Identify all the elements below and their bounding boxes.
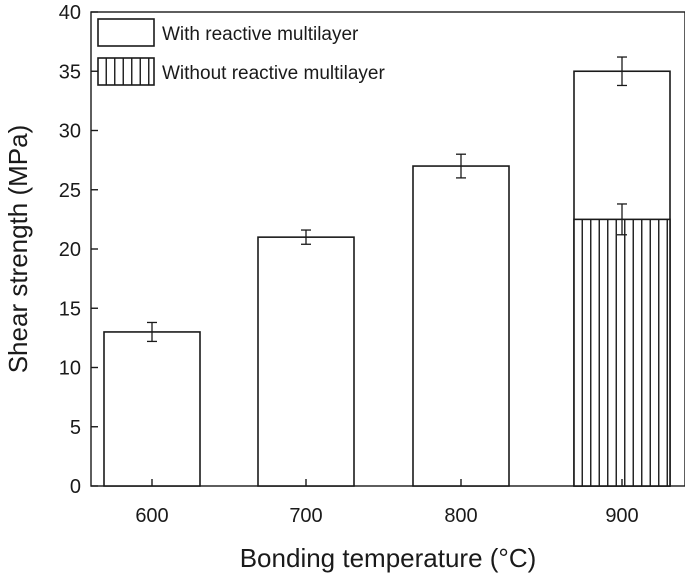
chart-marks <box>103 56 671 487</box>
bar-with-multilayer <box>412 165 510 487</box>
y-tick-label: 20 <box>59 239 81 261</box>
y-tick-label: 30 <box>59 121 81 143</box>
x-tick-label: 600 <box>135 505 168 527</box>
x-tick-label: 700 <box>289 505 322 527</box>
legend-swatch <box>97 57 155 86</box>
y-tick-label: 40 <box>59 2 81 24</box>
x-tick-label: 800 <box>444 505 477 527</box>
x-tick-label: 900 <box>605 505 638 527</box>
y-tick-label: 35 <box>59 61 81 83</box>
legend-swatch <box>97 18 155 47</box>
x-axis-title: Bonding temperature (°C) <box>240 543 537 573</box>
legend-label: Without reactive multilayer <box>162 63 385 84</box>
bar-without-multilayer <box>573 218 671 487</box>
y-tick-label: 10 <box>59 358 81 380</box>
legend: With reactive multilayer Without reactive… <box>97 18 385 86</box>
y-tick-label: 0 <box>70 476 81 498</box>
y-axis-title: Shear strength (MPa) <box>3 125 33 374</box>
y-tick-label: 25 <box>59 180 81 202</box>
bar-with-multilayer <box>103 331 201 487</box>
y-tick-label: 15 <box>59 298 81 320</box>
y-tick-label: 5 <box>70 417 81 439</box>
legend-label: With reactive multilayer <box>162 24 359 45</box>
bar-with-multilayer <box>257 236 355 487</box>
axes: 0 5 10 15 20 25 30 35 40 600 700 800 900 <box>59 2 639 527</box>
